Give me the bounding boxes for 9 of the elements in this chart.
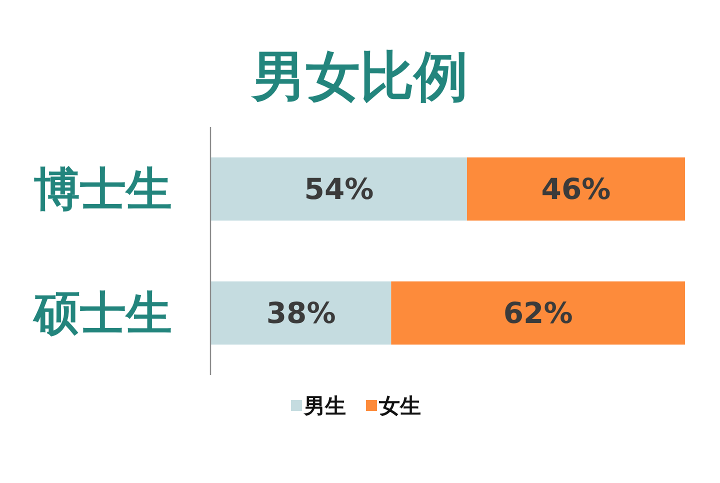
data-label: 62% (503, 296, 573, 330)
chart-title: 男女比例 (250, 45, 468, 108)
legend-label: 男生 (303, 394, 346, 418)
data-label: 46% (541, 172, 611, 206)
y-tick-label: 硕士生 (32, 286, 172, 340)
legend-label: 女生 (378, 394, 421, 418)
data-label: 54% (304, 172, 374, 206)
data-label: 38% (266, 296, 336, 330)
y-tick-label: 博士生 (34, 162, 172, 216)
